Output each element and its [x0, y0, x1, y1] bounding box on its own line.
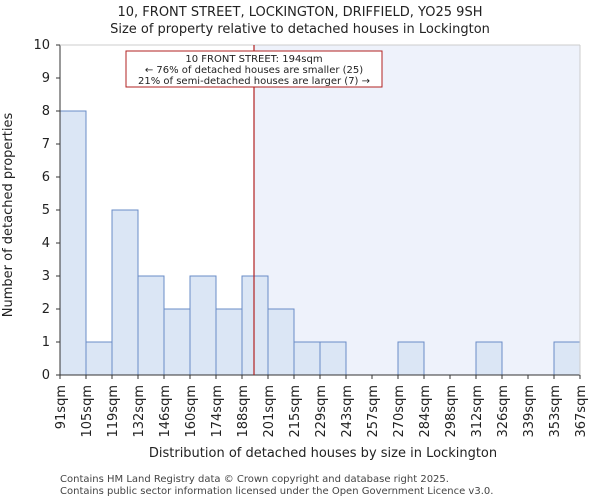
x-tick-label: 298sqm	[444, 385, 459, 438]
x-tick-label: 326sqm	[496, 385, 511, 438]
bar-229sqm	[319, 341, 347, 376]
bar-132sqm	[137, 275, 165, 376]
bar-119sqm	[111, 209, 139, 376]
x-tick-label: 243sqm	[340, 385, 355, 438]
x-tick-label: 174sqm	[210, 385, 225, 438]
bar-201sqm	[267, 308, 295, 376]
y-tick-label: 0	[42, 368, 50, 383]
x-tick-label: 160sqm	[184, 385, 199, 438]
bar-174sqm	[215, 308, 243, 376]
x-tick-label: 146sqm	[158, 385, 173, 438]
x-tick-label: 270sqm	[392, 385, 407, 438]
y-axis-label: Number of detached properties	[1, 113, 16, 318]
footer-line-1: Contains HM Land Registry data © Crown c…	[60, 474, 449, 485]
bar-146sqm	[163, 308, 191, 376]
x-tick-label: 215sqm	[288, 385, 303, 438]
chart-subtitle: Size of property relative to detached ho…	[110, 22, 490, 37]
y-tick-label: 6	[42, 170, 50, 185]
y-tick-label: 10	[33, 38, 50, 53]
chart-title: 10, FRONT STREET, LOCKINGTON, DRIFFIELD,…	[118, 5, 483, 20]
x-tick-label: 201sqm	[262, 385, 277, 438]
bar-91sqm	[59, 110, 87, 376]
y-tick-label: 3	[42, 269, 50, 284]
y-tick-label: 4	[42, 236, 50, 251]
bar-160sqm	[189, 275, 217, 376]
annotation-line-2: ← 76% of detached houses are smaller (25…	[145, 65, 363, 76]
y-tick-label: 9	[42, 71, 50, 86]
x-tick-label: 257sqm	[366, 385, 381, 438]
bar-188sqm	[241, 275, 269, 376]
y-tick-label: 5	[42, 203, 50, 218]
y-tick-label: 1	[42, 335, 50, 350]
x-tick-label: 188sqm	[236, 385, 251, 438]
bar-105sqm	[85, 341, 113, 376]
bar-353sqm	[553, 341, 581, 376]
x-tick-label: 229sqm	[314, 385, 329, 438]
y-tick-label: 8	[42, 104, 50, 119]
annotation-line-1: 10 FRONT STREET: 194sqm	[185, 54, 322, 65]
annotation-box: 10 FRONT STREET: 194sqm ← 76% of detache…	[125, 50, 383, 88]
footer-line-2: Contains public sector information licen…	[60, 486, 493, 497]
x-tick-label: 91sqm	[54, 385, 69, 429]
bar-312sqm	[475, 341, 503, 376]
y-tick-label: 2	[42, 302, 50, 317]
annotation-frame	[125, 50, 383, 88]
x-tick-label: 105sqm	[80, 385, 95, 438]
y-tick-label: 7	[42, 137, 50, 152]
bar-270sqm	[397, 341, 425, 376]
x-tick-label: 312sqm	[470, 385, 485, 438]
x-tick-label: 353sqm	[548, 385, 563, 438]
x-tick-label: 119sqm	[106, 385, 121, 438]
x-tick-label: 339sqm	[522, 385, 537, 438]
annotation-line-3: 21% of semi-detached houses are larger (…	[138, 76, 370, 87]
x-tick-label: 367sqm	[574, 385, 589, 438]
x-axis-label: Distribution of detached houses by size …	[149, 446, 497, 461]
x-tick-label: 284sqm	[418, 385, 433, 438]
larger-region-highlight	[254, 45, 580, 375]
x-tick-label: 132sqm	[132, 385, 147, 438]
bar-215sqm	[293, 341, 321, 376]
